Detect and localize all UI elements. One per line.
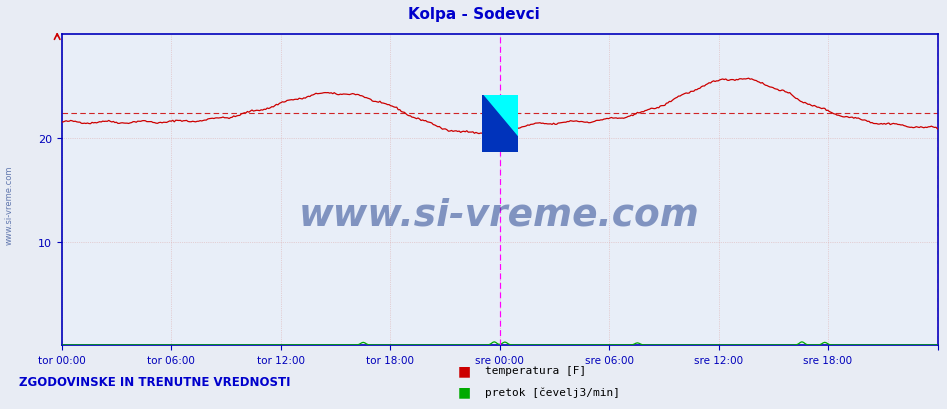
Text: ■: ■ xyxy=(457,363,471,377)
Text: Kolpa - Sodevci: Kolpa - Sodevci xyxy=(407,7,540,22)
Text: ZGODOVINSKE IN TRENUTNE VREDNOSTI: ZGODOVINSKE IN TRENUTNE VREDNOSTI xyxy=(19,375,291,388)
Polygon shape xyxy=(483,96,519,139)
Polygon shape xyxy=(483,96,519,153)
Text: www.si-vreme.com: www.si-vreme.com xyxy=(5,165,14,244)
Text: www.si-vreme.com: www.si-vreme.com xyxy=(299,197,700,233)
Polygon shape xyxy=(483,96,519,153)
Text: temperatura [F]: temperatura [F] xyxy=(485,365,586,375)
Text: ■: ■ xyxy=(457,384,471,398)
Text: pretok [čevelj3/min]: pretok [čevelj3/min] xyxy=(485,386,620,397)
